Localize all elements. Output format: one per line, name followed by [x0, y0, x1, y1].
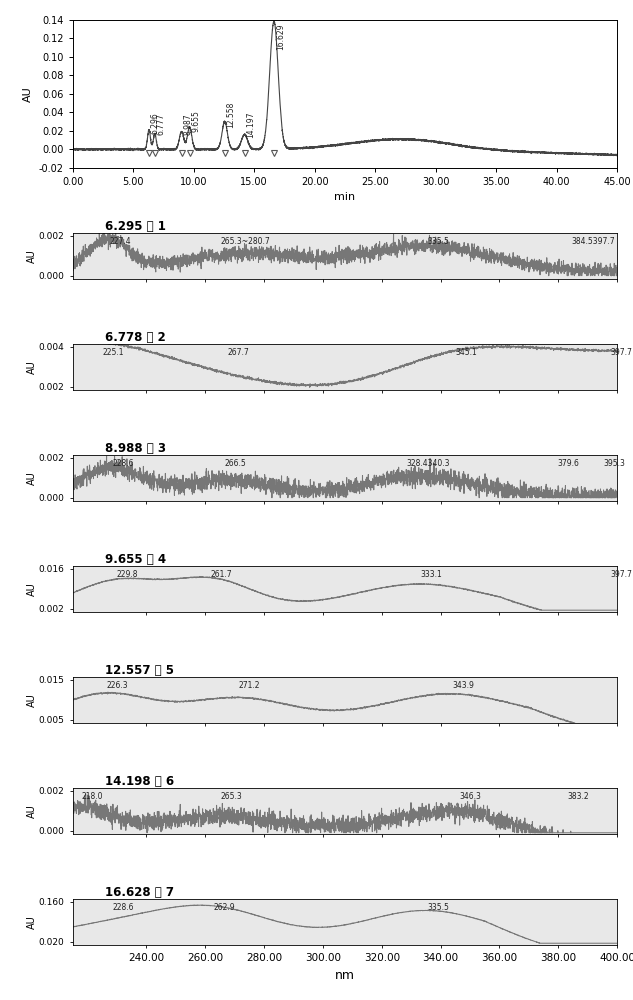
Text: 384.5397.7: 384.5397.7 — [572, 237, 615, 246]
Text: 346.3: 346.3 — [459, 792, 481, 801]
Text: 395.3: 395.3 — [603, 459, 625, 468]
X-axis label: min: min — [334, 192, 356, 202]
Y-axis label: AU: AU — [27, 804, 37, 818]
Text: 383.2: 383.2 — [568, 792, 589, 801]
Y-axis label: AU: AU — [27, 471, 37, 485]
Text: 343.9: 343.9 — [452, 681, 474, 690]
Text: 345.1: 345.1 — [456, 348, 477, 357]
Text: 335.5: 335.5 — [427, 903, 449, 912]
Text: 265.3: 265.3 — [221, 792, 242, 801]
Text: 265.3~280.7: 265.3~280.7 — [221, 237, 270, 246]
Text: 12.558: 12.558 — [227, 101, 235, 128]
Text: 6.295 峰 1: 6.295 峰 1 — [106, 220, 166, 233]
Text: 266.5: 266.5 — [224, 459, 246, 468]
Text: 8.987: 8.987 — [184, 113, 192, 135]
Text: 267.7: 267.7 — [228, 348, 249, 357]
Text: 271.2: 271.2 — [238, 681, 260, 690]
Y-axis label: AU: AU — [27, 360, 37, 374]
Text: 16.628 峰 7: 16.628 峰 7 — [106, 886, 175, 899]
Text: 261.7: 261.7 — [210, 570, 232, 579]
Y-axis label: AU: AU — [27, 249, 37, 263]
Y-axis label: AU: AU — [23, 86, 33, 102]
Text: 226.3: 226.3 — [106, 681, 128, 690]
Text: 228.6: 228.6 — [113, 903, 134, 912]
Y-axis label: AU: AU — [27, 582, 37, 596]
Text: 262.9: 262.9 — [214, 903, 235, 912]
Text: 379.6: 379.6 — [557, 459, 579, 468]
Text: 14.197: 14.197 — [246, 111, 255, 138]
Text: 14.198 峰 6: 14.198 峰 6 — [106, 775, 175, 788]
Text: 218.0: 218.0 — [82, 792, 103, 801]
Text: 397.7: 397.7 — [610, 348, 632, 357]
Text: 397.7: 397.7 — [610, 570, 632, 579]
Y-axis label: AU: AU — [27, 915, 37, 929]
Text: 6.777: 6.777 — [156, 113, 166, 135]
Y-axis label: AU: AU — [27, 693, 37, 707]
Text: 9.655 峰 4: 9.655 峰 4 — [106, 553, 166, 566]
Text: 328.4340.3: 328.4340.3 — [406, 459, 450, 468]
Text: 9.655: 9.655 — [191, 110, 201, 132]
Text: 225.1: 225.1 — [103, 348, 124, 357]
Text: 228.6: 228.6 — [113, 459, 134, 468]
Text: 8.988 峰 3: 8.988 峰 3 — [106, 442, 166, 455]
Text: 333.1: 333.1 — [420, 570, 442, 579]
Text: 6.778 峰 2: 6.778 峰 2 — [106, 331, 166, 344]
Text: 16.629: 16.629 — [276, 23, 285, 50]
Text: 6.296: 6.296 — [151, 112, 160, 134]
Text: 227.4: 227.4 — [110, 237, 131, 246]
Text: 335.5: 335.5 — [427, 237, 449, 246]
X-axis label: nm: nm — [335, 969, 355, 982]
Text: 229.8: 229.8 — [116, 570, 138, 579]
Text: 12.557 峰 5: 12.557 峰 5 — [106, 664, 175, 677]
